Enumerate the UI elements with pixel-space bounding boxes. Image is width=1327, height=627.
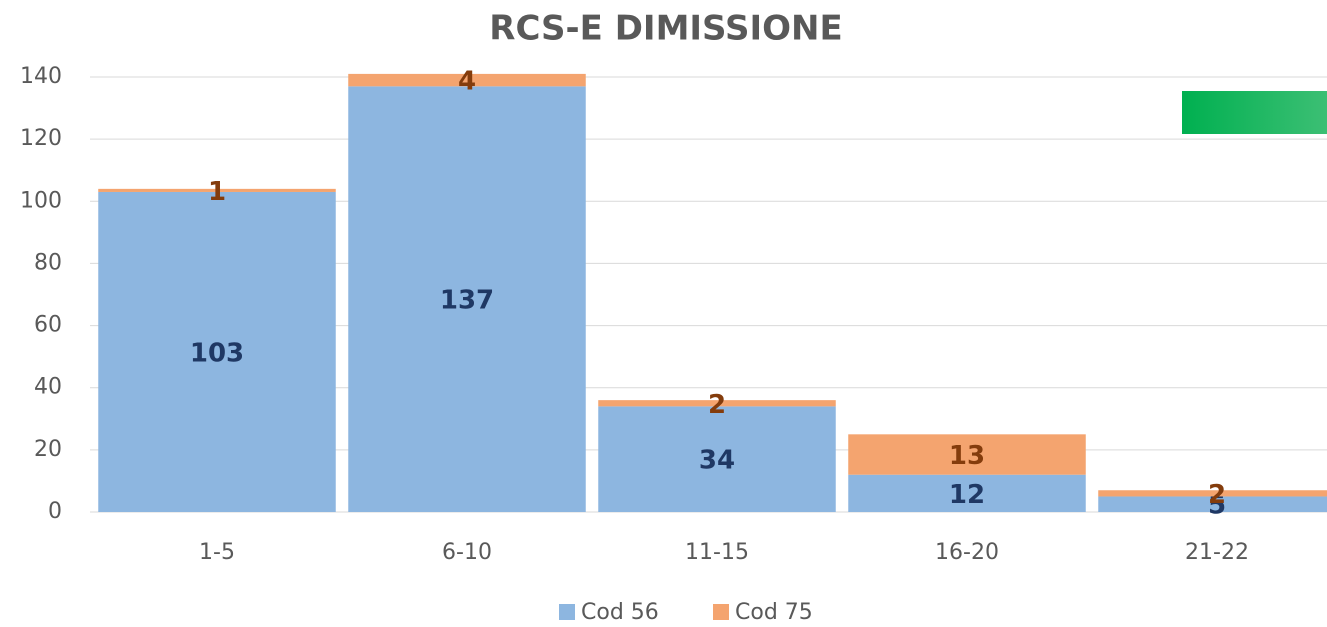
x-tick-label: 6-10: [442, 540, 492, 565]
y-tick-label: 100: [20, 188, 62, 213]
bar-segment: [98, 191, 336, 512]
data-label: 34: [699, 446, 735, 476]
x-tick-label: 16-20: [935, 540, 999, 565]
bar-segment: [348, 73, 586, 87]
y-tick-label: 60: [34, 313, 62, 338]
bar-segment: [348, 86, 586, 513]
x-tick-label: 21-22: [1185, 540, 1249, 565]
x-tick-label: 11-15: [685, 540, 749, 565]
legend-label: Cod 75: [735, 600, 813, 625]
bar-segment: [848, 474, 1086, 512]
data-label: 13: [949, 441, 985, 471]
legend: Cod 56 Cod 75: [559, 600, 813, 625]
bar-segment: [1098, 490, 1327, 497]
data-label: 103: [190, 338, 244, 368]
chart-title: RCS-E DIMISSIONE: [489, 9, 842, 49]
y-tick-label: 80: [34, 250, 62, 275]
data-label: 5: [1208, 491, 1226, 521]
y-tick-label: 40: [34, 375, 62, 400]
y-tick-label: 120: [20, 126, 62, 151]
legend-swatch: [559, 604, 575, 620]
data-label: 2: [1208, 480, 1226, 510]
y-tick-label: 140: [20, 64, 62, 89]
bar-segment: [1098, 496, 1327, 512]
data-label: 1: [208, 177, 226, 207]
bar-segment: [598, 406, 836, 512]
bar-segment: [598, 400, 836, 407]
y-tick-label: 20: [34, 437, 62, 462]
data-label: 4: [458, 67, 476, 97]
legend-swatch: [713, 604, 729, 620]
bar-segment: [98, 188, 336, 192]
data-label: 137: [440, 286, 494, 316]
y-tick-label: 0: [48, 499, 62, 524]
decoration: [1182, 91, 1327, 134]
data-label: 2: [708, 390, 726, 420]
legend-label: Cod 56: [581, 600, 659, 625]
bar-segment: [848, 434, 1086, 475]
x-tick-label: 1-5: [199, 540, 235, 565]
data-label: 12: [949, 480, 985, 510]
